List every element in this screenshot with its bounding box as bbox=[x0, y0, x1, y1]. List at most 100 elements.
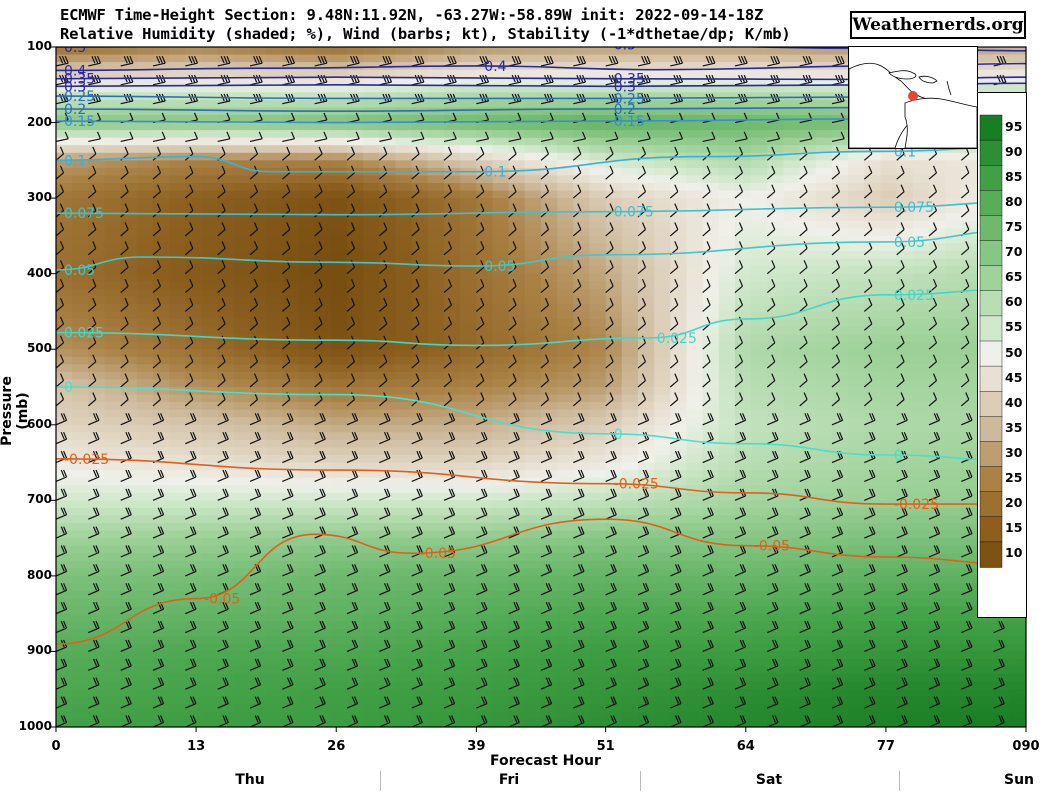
wind-barb bbox=[508, 373, 517, 388]
wind-barb bbox=[605, 392, 614, 407]
wind-barb bbox=[960, 297, 970, 312]
wind-barb bbox=[185, 696, 197, 709]
wind-barb bbox=[379, 431, 391, 445]
wind-barb bbox=[443, 450, 456, 464]
wind-barb bbox=[314, 184, 323, 199]
day-label: Thu bbox=[235, 772, 265, 788]
wind-barb bbox=[217, 620, 229, 634]
wind-barb bbox=[605, 583, 617, 596]
wind-barb bbox=[249, 131, 263, 142]
contour-label: 0.4 bbox=[64, 63, 86, 79]
wind-barb bbox=[217, 241, 226, 256]
wind-barb bbox=[314, 241, 323, 256]
wind-barb bbox=[572, 222, 582, 237]
wind-barb bbox=[831, 260, 841, 275]
wind-barb bbox=[281, 316, 291, 331]
wind-barb bbox=[928, 316, 938, 331]
chart-title: ECMWF Time-Height Section: 9.48N:11.92N,… bbox=[60, 6, 764, 24]
colorbar-swatch bbox=[979, 441, 1003, 468]
wind-barb bbox=[152, 469, 165, 482]
wind-barb bbox=[411, 373, 420, 388]
wind-barb bbox=[960, 260, 970, 275]
wind-barb bbox=[734, 335, 744, 350]
wind-barb bbox=[411, 93, 425, 105]
wind-barb bbox=[217, 184, 226, 199]
wind-barb bbox=[961, 620, 973, 634]
wind-barb bbox=[928, 658, 941, 671]
contour-label: 0.15 bbox=[614, 114, 645, 130]
wind-barb bbox=[702, 715, 714, 727]
wind-barb bbox=[475, 392, 485, 407]
colorbar-tick-label: 50 bbox=[1005, 344, 1023, 360]
wind-barb bbox=[281, 297, 291, 312]
wind-barb bbox=[120, 335, 129, 350]
brand-logo[interactable]: Weathernerds.org bbox=[850, 11, 1026, 39]
wind-barb bbox=[217, 601, 229, 615]
wind-barb bbox=[411, 241, 420, 256]
wind-barb bbox=[508, 639, 520, 652]
wind-barb bbox=[56, 583, 68, 596]
wind-barb bbox=[56, 297, 65, 312]
wind-barb bbox=[540, 620, 553, 634]
wind-barb bbox=[896, 583, 908, 596]
wind-barb bbox=[249, 55, 263, 67]
wind-barb bbox=[540, 316, 550, 331]
wind-barb bbox=[152, 316, 162, 331]
wind-barb bbox=[573, 639, 585, 652]
wind-barb bbox=[605, 278, 614, 294]
wind-barb bbox=[573, 131, 587, 142]
wind-barb bbox=[184, 297, 194, 312]
wind-barb bbox=[831, 222, 841, 237]
wind-barb bbox=[605, 639, 617, 652]
wind-barb bbox=[411, 658, 423, 671]
wind-barb bbox=[411, 413, 423, 426]
wind-barb bbox=[831, 601, 844, 615]
wind-barb bbox=[217, 165, 226, 180]
wind-barb bbox=[799, 203, 808, 218]
wind-barb bbox=[88, 658, 100, 671]
wind-barb bbox=[475, 278, 485, 294]
wind-barb bbox=[476, 583, 488, 596]
wind-barb bbox=[411, 297, 420, 312]
wind-barb bbox=[185, 413, 197, 426]
wind-barb bbox=[88, 431, 100, 445]
wind-barb bbox=[120, 601, 132, 615]
wind-barb bbox=[702, 354, 711, 369]
wind-barb bbox=[184, 316, 194, 331]
wind-barb bbox=[185, 601, 197, 615]
wind-barb bbox=[799, 373, 808, 388]
wind-barb bbox=[702, 601, 714, 615]
wind-barb bbox=[152, 335, 162, 350]
wind-barb bbox=[573, 545, 585, 558]
wind-barb bbox=[734, 316, 744, 331]
wind-barb bbox=[637, 696, 650, 709]
wind-barb bbox=[961, 526, 973, 539]
wind-barb bbox=[379, 93, 393, 105]
contour-label: -0.025 bbox=[614, 477, 659, 493]
wind-barb bbox=[476, 450, 488, 464]
wind-barb bbox=[573, 696, 585, 709]
wind-barb bbox=[314, 620, 326, 634]
wind-barb bbox=[56, 601, 68, 615]
wind-barb bbox=[249, 146, 259, 161]
wind-barb bbox=[411, 488, 423, 501]
wind-barb bbox=[540, 639, 553, 652]
wind-barb bbox=[152, 545, 165, 558]
wind-barb bbox=[767, 131, 781, 142]
wind-barb bbox=[960, 165, 970, 180]
wind-barb bbox=[637, 507, 650, 520]
wind-barb bbox=[249, 354, 259, 369]
wind-barb bbox=[379, 601, 391, 615]
wind-barb bbox=[605, 620, 617, 634]
wind-barb bbox=[87, 392, 97, 407]
wind-barb bbox=[378, 184, 388, 199]
wind-barb bbox=[896, 184, 905, 199]
wind-barb bbox=[314, 639, 326, 652]
wind-barb bbox=[282, 55, 296, 67]
wind-barb bbox=[831, 131, 845, 142]
wind-barb bbox=[120, 93, 134, 105]
wind-barb bbox=[88, 677, 100, 690]
wind-barb bbox=[637, 278, 647, 294]
wind-barb bbox=[734, 184, 744, 199]
wind-barb bbox=[56, 526, 68, 539]
